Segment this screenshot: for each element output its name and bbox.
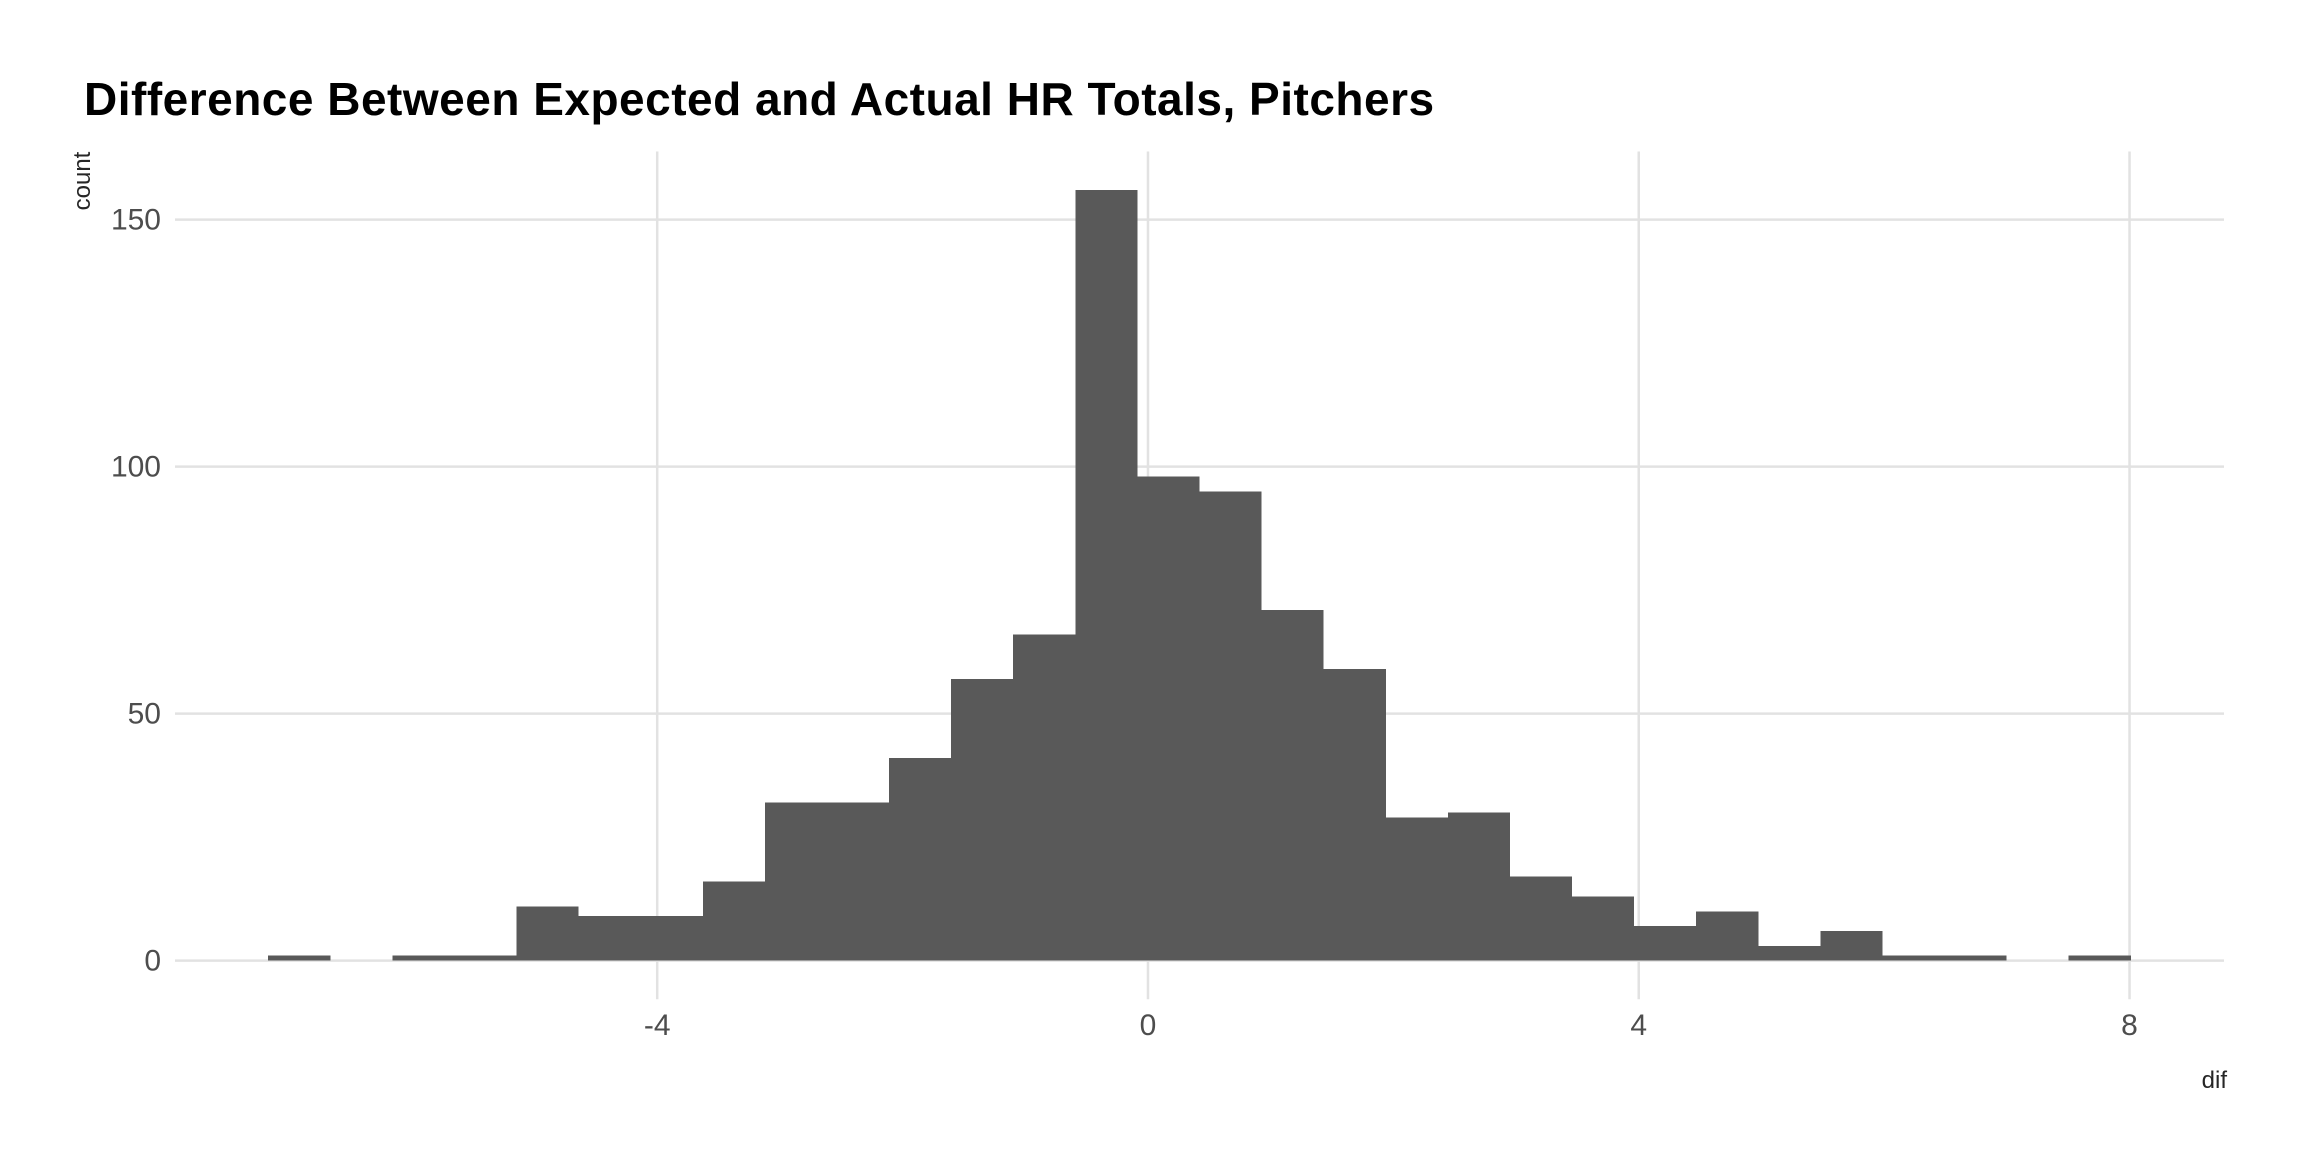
histogram-bar xyxy=(826,802,890,961)
x-tick-label-8: 8 xyxy=(2121,1009,2138,1042)
histogram-bars xyxy=(268,190,2131,961)
histogram-bar xyxy=(1944,955,2007,961)
histogram-bar xyxy=(1447,812,1510,961)
histogram-bar xyxy=(640,916,703,961)
histogram-bar xyxy=(1820,931,1883,961)
y-tick-label-100: 100 xyxy=(111,451,161,484)
histogram-bar xyxy=(1572,896,1635,961)
histogram-bar xyxy=(1696,911,1759,961)
histogram-bar xyxy=(1509,876,1573,961)
histogram-bar xyxy=(1385,817,1448,961)
histogram-bar xyxy=(454,955,517,961)
histogram-bar xyxy=(392,955,455,961)
x-tick-label-4: 4 xyxy=(1630,1009,1647,1042)
histogram-bar xyxy=(516,906,579,961)
y-tick-label-0: 0 xyxy=(144,945,161,978)
histogram-bar xyxy=(1758,945,1821,961)
y-tick-label-50: 50 xyxy=(128,698,161,731)
y-tick-label-150: 150 xyxy=(111,204,161,237)
histogram-bar xyxy=(268,955,331,961)
histogram-bar xyxy=(1882,955,1945,961)
x-tick-label-0: 0 xyxy=(1140,1009,1157,1042)
histogram-bar xyxy=(1075,190,1138,961)
histogram-bar xyxy=(951,679,1014,961)
histogram-bar xyxy=(889,758,952,961)
histogram-bar xyxy=(764,802,827,961)
y-axis-tick-labels: 0 50 100 150 xyxy=(111,204,161,978)
histogram-bar xyxy=(1323,669,1386,961)
x-axis-tick-labels: -4 0 4 8 xyxy=(644,1009,2138,1042)
chart-title: Difference Between Expected and Actual H… xyxy=(84,73,1435,125)
histogram-bar xyxy=(1199,491,1262,961)
histogram-bar xyxy=(1013,634,1076,961)
y-axis-label: count xyxy=(69,151,96,210)
histogram-bar xyxy=(1634,926,1697,961)
histogram-bar xyxy=(2068,955,2131,961)
histogram-bar xyxy=(1137,476,1200,961)
histogram-bar xyxy=(702,881,765,961)
histogram-bar xyxy=(578,916,641,961)
x-tick-label--4: -4 xyxy=(644,1009,671,1042)
histogram-bar xyxy=(1261,609,1324,961)
x-axis-label: dif xyxy=(2202,1067,2228,1094)
